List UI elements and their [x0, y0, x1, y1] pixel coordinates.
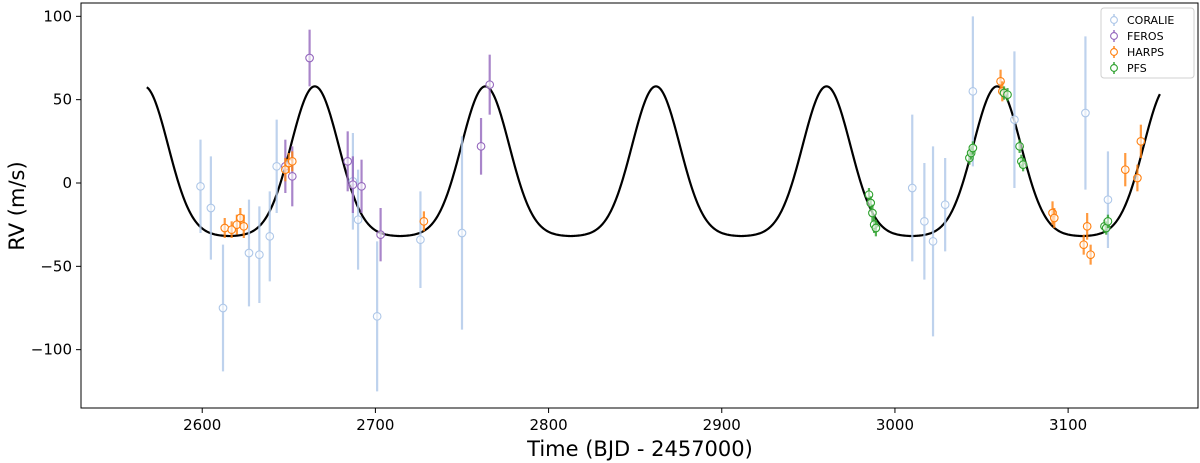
legend-marker: [1110, 48, 1118, 56]
data-point: [265, 231, 275, 241]
data-point: [419, 216, 429, 226]
model-curve: [146, 85, 1161, 238]
plot-area: [81, 3, 1198, 408]
data-points-layer: [196, 16, 1146, 392]
data-point: [287, 156, 297, 166]
series-harps: [220, 69, 1146, 265]
data-point: [928, 236, 938, 246]
data-point: [227, 225, 237, 235]
data-point: [1082, 221, 1092, 231]
y-tick-label: −50: [40, 257, 72, 275]
y-tick-label: −100: [31, 341, 72, 359]
data-point: [372, 311, 382, 321]
data-point: [416, 235, 425, 245]
x-tick-label: 3000: [876, 416, 914, 434]
data-point: [353, 215, 363, 225]
data-point: [1133, 173, 1142, 183]
data-point: [1081, 108, 1090, 118]
data-point: [376, 230, 385, 240]
model-curve-layer: [146, 85, 1161, 238]
x-tick-label: 3100: [1049, 416, 1087, 434]
data-point: [1103, 216, 1113, 226]
data-point: [287, 171, 297, 181]
series-feros: [281, 29, 495, 262]
x-axis: 2600 2700 2800 2900 3000 3100: [183, 408, 1087, 434]
data-point: [357, 181, 366, 191]
x-tick-label: 2900: [703, 416, 741, 434]
legend-label: FEROS: [1127, 30, 1164, 43]
data-point: [920, 216, 929, 226]
data-point: [1010, 115, 1019, 125]
data-point: [871, 223, 881, 233]
data-point: [868, 208, 877, 218]
data-point: [1015, 141, 1024, 151]
data-point: [457, 228, 467, 238]
data-point: [476, 141, 486, 151]
data-point: [1120, 165, 1130, 175]
data-point: [968, 86, 978, 96]
legend-marker: [1110, 16, 1118, 24]
y-tick-label: 0: [62, 174, 72, 192]
data-point: [196, 181, 205, 191]
data-point: [348, 180, 358, 190]
plot-frame: [80, 2, 1199, 409]
data-point: [1049, 213, 1059, 223]
x-tick-label: 2800: [529, 416, 567, 434]
data-point: [305, 53, 314, 63]
data-point: [239, 221, 249, 231]
series-pfs: [864, 86, 1113, 237]
y-axis: −100 −50 0 50 100: [31, 7, 81, 359]
legend-marker: [1110, 32, 1118, 40]
data-point: [255, 250, 264, 260]
y-tick-label: 100: [43, 7, 72, 25]
data-point: [968, 143, 978, 153]
y-axis-label: RV (m/s): [5, 161, 29, 250]
data-point: [485, 80, 495, 90]
data-point: [1136, 136, 1146, 146]
x-tick-label: 2600: [183, 416, 221, 434]
legend-marker: [1110, 64, 1118, 72]
legend-box: [1100, 7, 1195, 79]
data-point: [272, 161, 282, 171]
series-coralie: [196, 16, 1113, 392]
x-axis-label: Time (BJD - 2457000): [526, 437, 753, 461]
legend-label: HARPS: [1127, 46, 1164, 59]
data-point: [1103, 195, 1113, 205]
data-point: [1003, 90, 1012, 100]
x-tick-label: 2700: [356, 416, 394, 434]
data-point: [343, 156, 353, 166]
data-point: [1079, 240, 1089, 250]
data-point: [220, 223, 230, 233]
data-point: [1086, 250, 1095, 260]
legend-label: PFS: [1127, 62, 1147, 75]
legend: CORALIE FEROS HARPS PFS: [1100, 7, 1195, 79]
data-point: [218, 303, 228, 313]
data-point: [1018, 160, 1028, 170]
y-tick-label: 50: [53, 91, 72, 109]
data-point: [244, 248, 254, 258]
data-point: [907, 183, 917, 193]
legend-label: CORALIE: [1127, 14, 1174, 27]
data-point: [206, 203, 216, 213]
data-point: [940, 200, 950, 210]
